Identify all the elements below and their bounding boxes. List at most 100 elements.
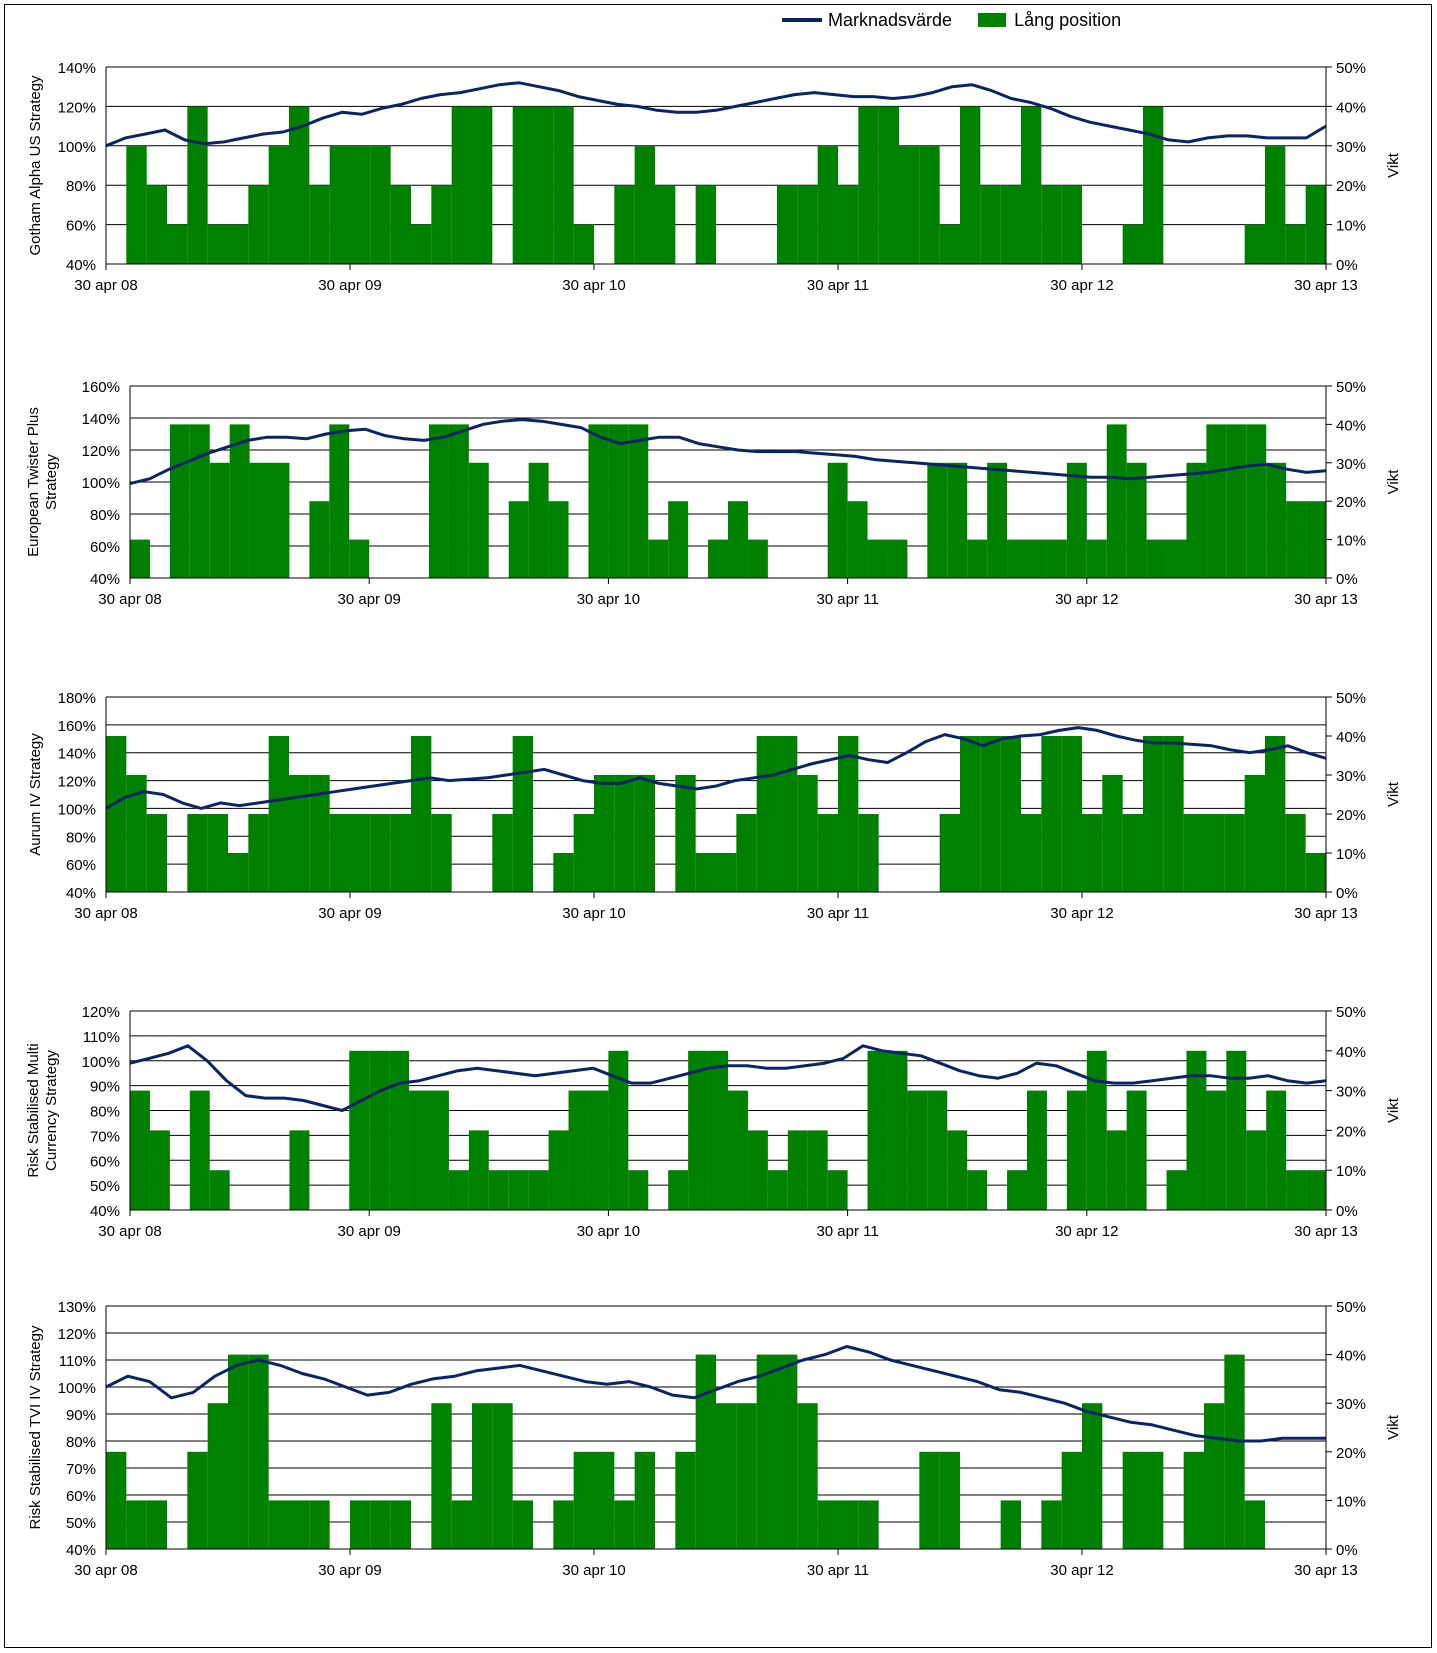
x-tick-label: 30 apr 08	[98, 1223, 161, 1240]
bar	[429, 424, 449, 578]
y2-tick-label: 40%	[1336, 417, 1366, 434]
bar	[1106, 424, 1127, 578]
bar	[431, 1403, 452, 1549]
bar	[858, 1500, 879, 1549]
bar	[1102, 775, 1123, 892]
bar	[728, 1090, 748, 1210]
bar	[980, 185, 1001, 264]
bar	[309, 501, 330, 578]
bar	[130, 539, 150, 578]
legend-label-bar: Lång position	[1014, 9, 1122, 30]
bar	[614, 775, 635, 892]
legend-bar-swatch	[978, 13, 1007, 27]
bar	[867, 539, 888, 578]
y-tick-label: 40%	[90, 571, 120, 588]
bar	[349, 539, 370, 578]
bar	[389, 1050, 410, 1210]
bar	[594, 1451, 615, 1549]
legend-line-swatch	[782, 18, 822, 22]
bar	[807, 1130, 828, 1210]
x-tick-label: 30 apr 09	[318, 1562, 381, 1579]
y-tick-label: 50%	[90, 1178, 120, 1195]
bar	[1122, 814, 1143, 892]
legend-label-line: Marknadsvärde	[828, 9, 953, 30]
bar	[594, 775, 615, 892]
bar	[1186, 462, 1207, 578]
bar	[668, 501, 689, 578]
y-axis-title: Gotham Alpha US Strategy	[27, 75, 44, 256]
bar	[1183, 814, 1204, 892]
bar	[390, 814, 411, 892]
y-tick-label: 120%	[58, 99, 96, 116]
bar	[907, 1090, 928, 1210]
bar	[1204, 814, 1225, 892]
bar	[797, 185, 818, 264]
bar	[1061, 736, 1082, 892]
bar	[817, 814, 838, 892]
bar	[329, 145, 350, 264]
y-axis-title: Risk Stabilised MultiCurrency Strategy	[25, 1043, 60, 1177]
bar	[568, 1090, 589, 1210]
bar	[187, 106, 208, 265]
bar	[187, 1451, 208, 1549]
bar	[668, 1170, 689, 1210]
bar	[512, 736, 533, 892]
bar	[1166, 1170, 1187, 1210]
bar	[248, 185, 269, 264]
y2-tick-label: 20%	[1336, 178, 1366, 195]
bar	[429, 1090, 449, 1210]
bar	[126, 145, 147, 264]
bar	[573, 1451, 594, 1549]
bar	[289, 1130, 310, 1210]
bar	[1061, 1451, 1082, 1549]
bar	[1186, 1050, 1207, 1210]
bar	[1305, 853, 1326, 892]
bar	[947, 462, 968, 578]
bar	[777, 736, 798, 892]
bar	[289, 1500, 310, 1549]
market-value-line	[105, 81, 1327, 148]
bar	[411, 736, 432, 892]
bar	[512, 106, 533, 265]
bar	[887, 1050, 908, 1210]
bar	[797, 1403, 818, 1549]
bar	[919, 1451, 940, 1549]
bar	[1082, 814, 1103, 892]
y-tick-label: 120%	[82, 1004, 120, 1021]
y2-tick-label: 30%	[1336, 1084, 1366, 1101]
x-tick-label: 30 apr 09	[318, 905, 381, 922]
bar	[350, 145, 371, 264]
bar	[847, 501, 868, 578]
bar	[1286, 501, 1307, 578]
y-tick-label: 120%	[58, 774, 96, 791]
bar	[289, 106, 310, 265]
bar	[655, 185, 676, 264]
bar	[695, 853, 716, 892]
bar	[228, 224, 249, 264]
bar	[167, 224, 188, 264]
bar	[350, 814, 371, 892]
bar	[130, 1090, 150, 1210]
y2-tick-label: 30%	[1336, 768, 1366, 785]
bar	[573, 224, 594, 264]
y2-tick-label: 40%	[1336, 729, 1366, 746]
bar	[1046, 539, 1067, 578]
bar	[1082, 1403, 1103, 1549]
bar	[431, 814, 452, 892]
y-tick-label: 100%	[82, 1054, 120, 1071]
bar	[878, 106, 899, 265]
bar	[1146, 539, 1167, 578]
bar	[1126, 462, 1147, 578]
bar	[492, 814, 513, 892]
bar	[350, 1500, 371, 1549]
bar	[512, 1500, 533, 1549]
bar	[728, 501, 748, 578]
bar	[548, 1130, 569, 1210]
bar	[370, 814, 391, 892]
y-tick-label: 60%	[90, 539, 120, 556]
bar	[451, 1500, 472, 1549]
bar	[634, 775, 655, 892]
bar	[1166, 539, 1187, 578]
bar	[767, 1170, 788, 1210]
y-axis-title: Aurum IV Strategy	[27, 733, 44, 856]
